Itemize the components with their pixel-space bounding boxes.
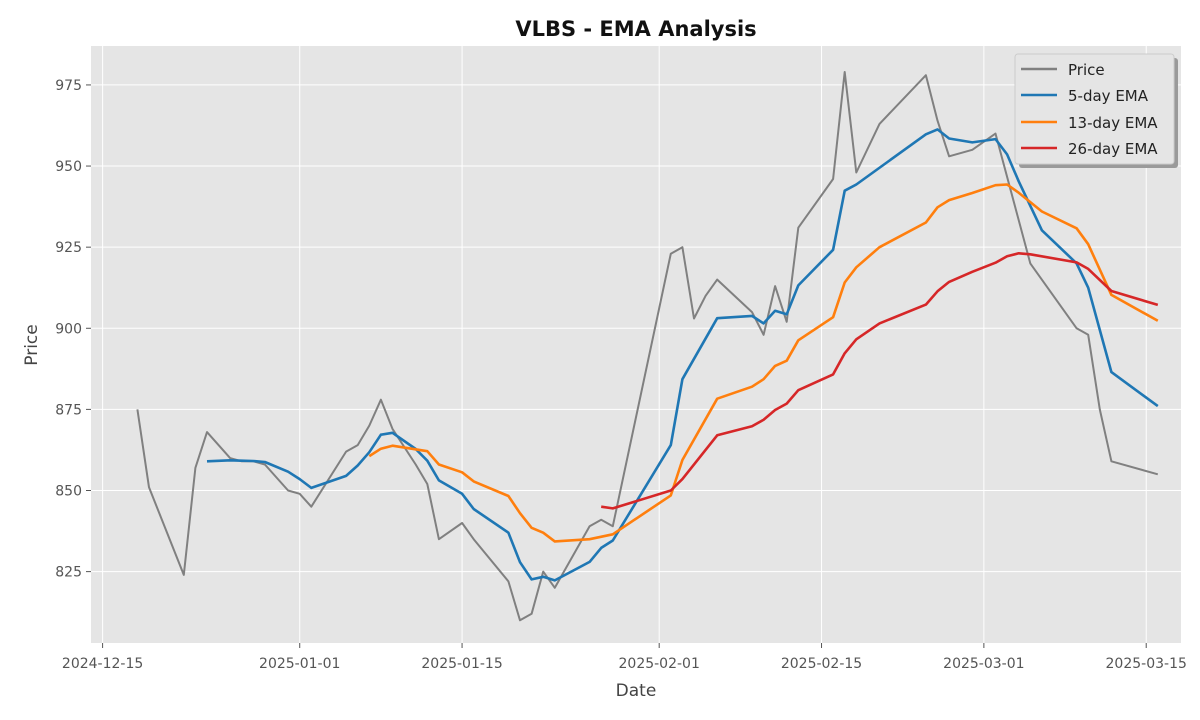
y-tick-label: 900 [55, 321, 82, 337]
x-axis-title: Date [616, 681, 657, 701]
axis-ticks: 2024-12-15 2025-01-01 2025-01-15 2025-02-01… [55, 78, 1187, 672]
y-tick-label: 975 [55, 78, 82, 94]
legend-label-13-day-ema: 13-day EMA [1068, 114, 1158, 132]
x-tick-label: 2025-02-15 [781, 656, 862, 672]
x-tick-label: 2025-03-01 [943, 656, 1024, 672]
legend: Price 5-day EMA 13-day EMA 26-day EMA [1014, 53, 1178, 168]
legend-label-26-day-ema: 26-day EMA [1068, 140, 1158, 158]
x-tick-label: 2025-01-01 [259, 656, 340, 672]
chart-title: VLBS - EMA Analysis [515, 17, 756, 41]
y-tick-label: 950 [55, 159, 82, 175]
y-axis-title: Price [22, 324, 42, 365]
grid-lines [91, 46, 1181, 643]
x-tick-label: 2025-02-01 [619, 656, 700, 672]
legend-label-price: Price [1068, 61, 1105, 79]
y-tick-label: 875 [55, 402, 82, 418]
y-tick-label: 850 [55, 484, 82, 500]
series-line-price [136, 71, 1159, 622]
series-lines [136, 71, 1159, 622]
y-tick-label: 925 [55, 240, 82, 256]
x-tick-label: 2025-01-15 [421, 656, 502, 672]
legend-label-5-day-ema: 5-day EMA [1068, 87, 1149, 105]
series-line-5-day-ema [206, 128, 1159, 582]
series-line-13-day-ema [368, 183, 1159, 543]
x-tick-label: 2025-03-15 [1106, 656, 1187, 672]
series-line-26-day-ema [601, 252, 1159, 510]
x-tick-label: 2024-12-15 [62, 656, 143, 672]
legend-box [1014, 53, 1175, 165]
y-tick-label: 825 [55, 565, 82, 581]
